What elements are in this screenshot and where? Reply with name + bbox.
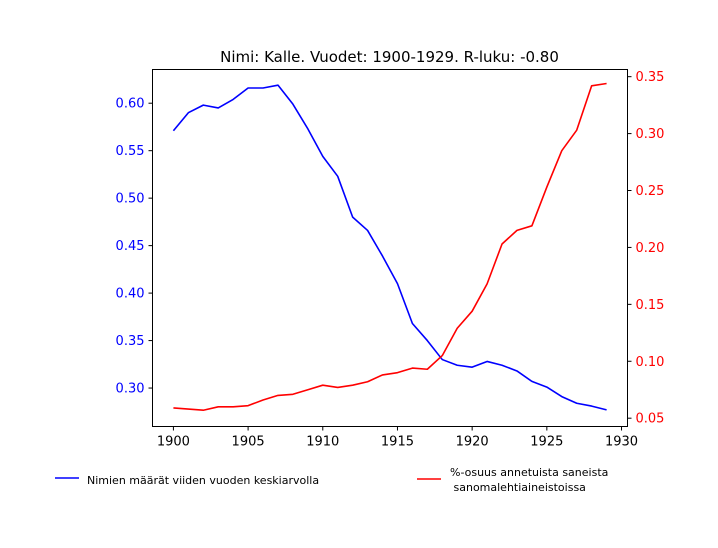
legend-label-1: Nimien määrät viiden vuoden keskiarvolla: [87, 474, 319, 487]
series-2-point: [560, 149, 563, 152]
y-left-tick-label: 0.55: [116, 144, 145, 159]
series-1-point: [217, 106, 220, 109]
series-2-point: [530, 224, 533, 227]
series-1-point: [246, 86, 249, 89]
legend: Nimien määrät viiden vuoden keskiarvolla…: [55, 466, 608, 494]
series-1-point: [560, 395, 563, 398]
series-layer: [172, 82, 608, 412]
series-2-point: [575, 129, 578, 132]
plot-frame: [152, 69, 628, 427]
series-2-point: [217, 405, 220, 408]
series-2-point: [351, 384, 354, 387]
series-2-point: [605, 82, 608, 85]
series-1-point: [545, 385, 548, 388]
y-right-tick-label: 0.20: [636, 241, 665, 256]
series-2-point: [396, 371, 399, 374]
series-1-point: [411, 322, 414, 325]
series-2-point: [172, 406, 175, 409]
y-axis-left: 0.30 0.35 0.40 0.45 0.50 0.55 0.60: [116, 97, 153, 397]
series-2-point: [336, 386, 339, 389]
series-1-point: [381, 254, 384, 257]
series-2-point: [426, 368, 429, 371]
series-2-point: [276, 394, 279, 397]
y-right-tick-label: 0.15: [636, 298, 665, 313]
y-right-tick-label: 0.30: [636, 127, 665, 142]
series-1-point: [515, 369, 518, 372]
y-right-tick-label: 0.35: [636, 70, 665, 85]
x-tick-label: 1930: [605, 435, 638, 450]
series-1-point: [276, 84, 279, 87]
y-left-tick-label: 0.45: [116, 239, 145, 254]
series-2-point: [545, 185, 548, 188]
series-2-point: [321, 384, 324, 387]
series-2-point: [381, 373, 384, 376]
series-1-point: [530, 380, 533, 383]
series-2-point: [411, 367, 414, 370]
series-1-point: [291, 103, 294, 106]
series-2-point: [456, 327, 459, 330]
x-tick-label: 1920: [456, 435, 489, 450]
series-1-point: [575, 402, 578, 405]
x-tick-label: 1910: [306, 435, 339, 450]
series-2-point: [471, 310, 474, 313]
series-1-point: [471, 366, 474, 369]
series-2-point: [261, 398, 264, 401]
series-1-point: [441, 358, 444, 361]
series-2-point: [202, 409, 205, 412]
y-right-tick-label: 0.05: [636, 412, 665, 427]
y-axis-right: 0.05 0.10 0.15 0.20 0.25 0.30 0.35: [627, 70, 665, 427]
series-1-point: [187, 111, 190, 114]
series-2-point: [246, 404, 249, 407]
series-2-point: [232, 405, 235, 408]
x-axis: 1900 1905 1910 1915 1920 1925 1930: [157, 426, 638, 450]
series-1-point: [202, 104, 205, 107]
series-1-point: [336, 175, 339, 178]
legend-label-line: %-osuus annetuista saneista: [450, 466, 608, 479]
series-1-point: [321, 155, 324, 158]
y-left-tick-label: 0.50: [116, 192, 145, 207]
series-line-2: [173, 82, 607, 412]
series-1-point: [396, 282, 399, 285]
series-2-point: [306, 388, 309, 391]
series-1-point: [605, 408, 608, 411]
series-1-point: [232, 98, 235, 101]
series-2-point: [441, 354, 444, 357]
series-1-point: [306, 127, 309, 130]
series-1-point: [590, 404, 593, 407]
series-1-point: [351, 216, 354, 219]
legend-label-line: sanomalehtiaineistoissa: [450, 481, 586, 494]
y-left-tick-label: 0.30: [116, 382, 145, 397]
series-1-point: [426, 339, 429, 342]
y-left-tick-label: 0.35: [116, 334, 145, 349]
y-right-tick-label: 0.25: [636, 184, 665, 199]
series-line-1: [172, 84, 607, 411]
x-tick-label: 1905: [232, 435, 265, 450]
x-tick-label: 1925: [530, 435, 563, 450]
series-2-point: [515, 229, 518, 232]
y-left-tick-label: 0.40: [116, 287, 145, 302]
series-2-point: [590, 84, 593, 87]
x-tick-label: 1900: [157, 435, 190, 450]
legend-label-2: %-osuus annetuista saneista sanomalehtia…: [450, 466, 608, 494]
x-tick-label: 1915: [381, 435, 414, 450]
series-2-point: [500, 242, 503, 245]
series-2-point: [291, 393, 294, 396]
y-right-tick-label: 0.10: [636, 355, 665, 370]
series-1-point: [261, 86, 264, 89]
chart-title: Nimi: Kalle. Vuodet: 1900-1929. R-luku: …: [220, 48, 559, 66]
series-2-point: [485, 282, 488, 285]
series-2-point: [187, 407, 190, 410]
series-1-point: [456, 364, 459, 367]
series-2-point: [366, 380, 369, 383]
series-1-point: [500, 364, 503, 367]
plot-area: [152, 69, 628, 427]
y-left-tick-label: 0.60: [116, 97, 145, 112]
series-1-point: [366, 229, 369, 232]
series-1-point: [485, 360, 488, 363]
legend-label-line: Nimien määrät viiden vuoden keskiarvolla: [87, 474, 319, 487]
series-1-point: [172, 129, 175, 132]
